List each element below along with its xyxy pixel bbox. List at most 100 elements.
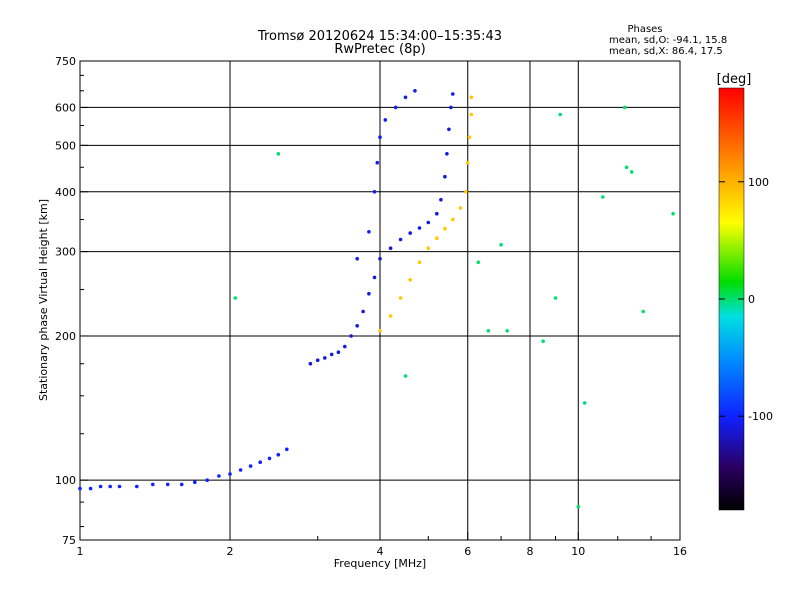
echo-point bbox=[449, 105, 453, 110]
echo-point bbox=[108, 484, 112, 489]
stats-o-mode: mean, sd,O: -94.1, 15.8 bbox=[609, 35, 727, 46]
echo-point bbox=[98, 484, 103, 489]
echo-point bbox=[343, 344, 347, 349]
x-axis: 1 2 4 6 8 10 16 bbox=[77, 532, 687, 558]
echo-point bbox=[393, 105, 398, 110]
echo-point bbox=[315, 358, 320, 363]
echo-point bbox=[388, 314, 393, 318]
y-axis: 75 100 200 300 400 500 600 750 bbox=[55, 55, 88, 547]
echo-point bbox=[458, 206, 463, 210]
echo-point bbox=[336, 350, 341, 355]
echo-point bbox=[426, 246, 431, 250]
y-axis-label: Stationary phase Virtual Height [km] bbox=[37, 199, 50, 401]
echo-point bbox=[248, 464, 253, 468]
x-tick-label: 10 bbox=[571, 545, 585, 558]
chart-title: Tromsø 20120624 15:34:00–15:35:43 bbox=[257, 29, 502, 44]
echo-point bbox=[151, 482, 155, 487]
echo-point bbox=[193, 480, 197, 485]
x-tick-label: 16 bbox=[673, 545, 687, 558]
echo-point bbox=[467, 135, 472, 139]
echo-point bbox=[541, 339, 545, 344]
colorbar-tick-label: 100 bbox=[748, 176, 769, 189]
echo-point bbox=[413, 89, 417, 93]
echo-point bbox=[179, 482, 184, 487]
echo-point bbox=[443, 174, 447, 179]
stats-heading: Phases bbox=[627, 24, 662, 35]
grid-lines bbox=[80, 61, 680, 540]
y-tick-label: 400 bbox=[55, 186, 76, 199]
y-tick-label: 750 bbox=[55, 55, 76, 68]
echo-point bbox=[276, 152, 281, 156]
echo-point bbox=[486, 329, 491, 333]
echo-point bbox=[451, 217, 455, 222]
echo-point bbox=[388, 246, 393, 250]
echo-point bbox=[233, 296, 238, 300]
colorbar-tick-label: 0 bbox=[748, 293, 755, 306]
colorbar-tick-label: -100 bbox=[748, 410, 773, 423]
echo-point bbox=[398, 237, 403, 242]
echo-point bbox=[464, 190, 468, 194]
echo-point bbox=[78, 486, 82, 491]
echo-point bbox=[117, 484, 122, 489]
y-tick-label: 200 bbox=[55, 330, 76, 343]
echo-point bbox=[553, 296, 558, 300]
x-tick-label: 6 bbox=[464, 545, 471, 558]
echo-point bbox=[443, 226, 447, 231]
echo-point bbox=[558, 112, 562, 117]
echo-point bbox=[582, 401, 587, 405]
echo-point bbox=[417, 260, 422, 265]
echo-point bbox=[329, 352, 334, 357]
echo-point bbox=[641, 309, 645, 314]
y-tick-label: 75 bbox=[62, 534, 76, 547]
echo-point bbox=[238, 468, 243, 472]
echo-point bbox=[285, 447, 289, 452]
echo-point bbox=[476, 260, 481, 265]
x-tick-label: 2 bbox=[227, 545, 234, 558]
echo-point bbox=[88, 486, 93, 491]
echo-point bbox=[375, 160, 380, 165]
echo-point bbox=[361, 309, 365, 314]
echo-point bbox=[378, 135, 382, 139]
echo-point bbox=[383, 118, 388, 122]
echo-point bbox=[671, 211, 675, 216]
echo-point bbox=[417, 226, 422, 230]
echo-point bbox=[439, 197, 443, 202]
echo-point bbox=[499, 243, 503, 247]
y-tick-label: 300 bbox=[55, 246, 76, 259]
x-tick-label: 8 bbox=[527, 545, 534, 558]
echo-point bbox=[355, 256, 360, 261]
echo-point bbox=[435, 211, 439, 216]
colorbar-ticks: 100 0 -100 bbox=[719, 176, 773, 423]
echo-point bbox=[367, 291, 371, 296]
echo-point bbox=[408, 278, 413, 282]
echo-point bbox=[465, 160, 470, 165]
echo-point bbox=[205, 478, 209, 483]
echo-point bbox=[629, 170, 634, 174]
echo-point bbox=[165, 482, 170, 487]
echo-point bbox=[601, 195, 605, 199]
echo-point bbox=[623, 105, 627, 110]
echo-point bbox=[323, 356, 327, 360]
colorbar-label: [deg] bbox=[717, 72, 752, 87]
echo-point bbox=[258, 460, 263, 465]
echo-point bbox=[267, 456, 272, 461]
y-tick-label: 500 bbox=[55, 139, 76, 152]
echo-point bbox=[505, 329, 510, 333]
echo-point bbox=[445, 152, 449, 156]
x-axis-label: Frequency [MHz] bbox=[334, 557, 426, 570]
echo-point bbox=[135, 484, 139, 489]
echo-point bbox=[367, 230, 371, 234]
echo-point bbox=[276, 452, 281, 457]
echo-point bbox=[426, 220, 431, 225]
chart-subtitle: RwPretec (8p) bbox=[334, 42, 425, 57]
x-tick-label: 4 bbox=[377, 545, 384, 558]
stats-x-mode: mean, sd,X: 86.4, 17.5 bbox=[609, 46, 723, 57]
echo-point bbox=[576, 504, 581, 509]
echo-point bbox=[372, 190, 377, 194]
echo-point bbox=[228, 472, 232, 476]
echo-point bbox=[447, 127, 451, 132]
y-tick-label: 100 bbox=[55, 474, 76, 487]
echo-point bbox=[378, 329, 382, 333]
echo-point bbox=[355, 324, 360, 328]
